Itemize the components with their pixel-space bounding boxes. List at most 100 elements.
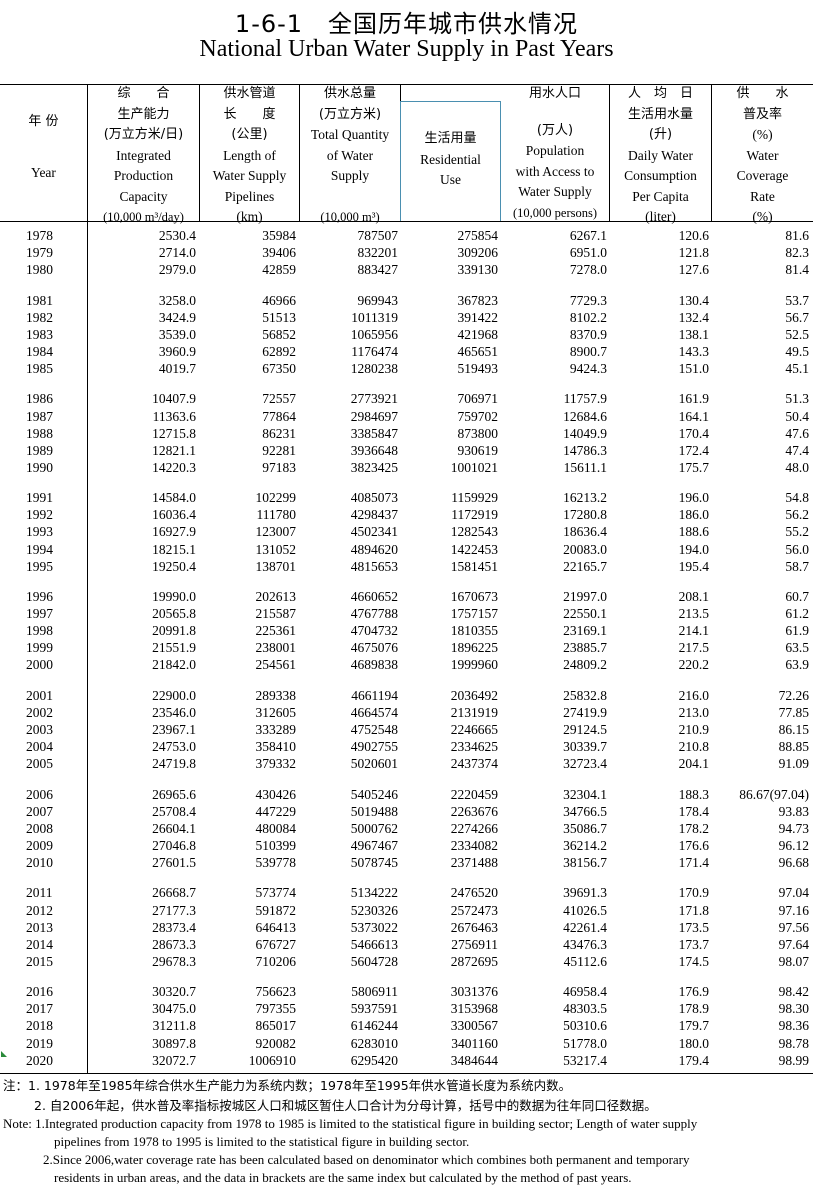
capacity-cell: 14584.0 <box>152 490 196 506</box>
pipelines-cell: 379332 <box>255 756 297 772</box>
year-cell: 1980 <box>26 262 53 278</box>
total-cell: 3385847 <box>350 425 398 441</box>
year-cell: 1991 <box>26 490 53 506</box>
population-cell: 18636.4 <box>563 524 607 540</box>
total-cell: 4704732 <box>350 623 398 639</box>
table-row: 1992 16036.4 111780 4298437 1172919 17280.8 18… <box>0 506 813 523</box>
residential-cell: 2572473 <box>450 902 498 918</box>
population-cell: 23169.1 <box>563 623 607 639</box>
capacity-cell: 23967.1 <box>152 722 196 737</box>
total-cell: 1280238 <box>350 361 398 376</box>
capacity-cell: 21551.9 <box>152 640 196 656</box>
year-cell: 1998 <box>26 623 53 639</box>
daily-cell: 143.3 <box>678 343 709 359</box>
population-cell: 8102.2 <box>569 309 607 325</box>
residential-cell: 309206 <box>457 245 499 261</box>
residential-cell: 275854 <box>457 228 499 243</box>
total-cell: 4298437 <box>350 507 398 523</box>
capacity-cell: 30320.7 <box>152 984 196 1000</box>
population-cell: 24809.2 <box>563 657 607 673</box>
total-cell: 2773921 <box>350 391 398 407</box>
population-cell: 22165.7 <box>563 558 607 574</box>
table-row: 1998 20991.8 225361 4704732 1810355 23169.1 21… <box>0 622 813 639</box>
pipelines-cell: 510399 <box>255 837 297 853</box>
col-divider <box>400 101 401 221</box>
coverage-cell: 97.64 <box>778 936 809 952</box>
year-cell: 1979 <box>26 245 53 261</box>
table-row: 2001 22900.0 289338 4661194 2036492 25832.8 21… <box>0 687 813 704</box>
daily-cell: 213.0 <box>678 704 709 720</box>
coverage-cell: 93.83 <box>778 803 809 819</box>
coverage-cell: 97.04 <box>778 885 809 901</box>
year-cell: 1982 <box>26 309 53 325</box>
coverage-cell: 98.07 <box>778 953 809 969</box>
table-row: 2012 27177.3 591872 5230326 2572473 41026.5 17… <box>0 902 813 919</box>
pipelines-cell: 77864 <box>262 408 296 424</box>
daily-cell: 196.0 <box>678 490 709 506</box>
residential-cell: 465651 <box>457 343 499 359</box>
total-cell: 4661194 <box>351 687 398 703</box>
total-cell: 6283010 <box>350 1035 398 1051</box>
header-year: 年 份 Year <box>28 114 59 180</box>
daily-cell: 213.5 <box>678 606 709 622</box>
coverage-cell: 51.3 <box>785 391 809 407</box>
coverage-cell: 56.2 <box>785 507 809 523</box>
year-cell: 1994 <box>26 541 53 557</box>
residential-cell: 519493 <box>457 361 499 376</box>
year-cell: 2017 <box>26 1001 53 1017</box>
daily-cell: 217.5 <box>678 640 709 656</box>
population-cell: 50310.6 <box>563 1018 607 1034</box>
total-cell: 2984697 <box>350 408 398 424</box>
table-row: 1991 14584.0 102299 4085073 1159929 16213.2 19… <box>0 489 813 506</box>
total-cell: 1065956 <box>350 326 398 342</box>
pipelines-cell: 86231 <box>262 425 296 441</box>
coverage-cell: 98.42 <box>778 984 809 1000</box>
total-cell: 4660652 <box>350 589 398 604</box>
pipelines-cell: 710206 <box>255 953 297 969</box>
coverage-cell: 81.6 <box>785 228 809 243</box>
year-cell: 1995 <box>26 558 53 574</box>
pipelines-cell: 138701 <box>255 558 297 574</box>
pipelines-cell: 67350 <box>262 361 296 376</box>
pipelines-cell: 102299 <box>255 490 297 506</box>
coverage-cell: 98.30 <box>778 1001 809 1017</box>
daily-cell: 178.4 <box>678 803 709 819</box>
coverage-cell: 72.26 <box>778 687 809 703</box>
coverage-cell: 97.56 <box>778 919 809 935</box>
pipelines-cell: 646413 <box>255 919 297 935</box>
year-cell: 2014 <box>26 936 53 952</box>
year-cell: 2003 <box>26 722 53 737</box>
population-cell: 14786.3 <box>563 442 607 458</box>
daily-cell: 210.8 <box>678 739 709 755</box>
pipelines-cell: 72557 <box>262 391 296 407</box>
coverage-cell: 81.4 <box>785 262 809 278</box>
year-cell: 1988 <box>26 425 53 441</box>
total-cell: 4752548 <box>350 722 398 737</box>
pipelines-cell: 111780 <box>256 507 297 523</box>
pipelines-cell: 480084 <box>255 820 297 836</box>
capacity-cell: 19250.4 <box>152 558 196 574</box>
pipelines-cell: 92281 <box>262 442 296 458</box>
pipelines-cell: 225361 <box>255 623 297 639</box>
coverage-cell: 47.4 <box>785 442 809 458</box>
residential-cell: 706971 <box>457 391 499 407</box>
daily-cell: 172.4 <box>678 442 709 458</box>
coverage-cell: 82.3 <box>785 245 809 261</box>
col-divider <box>199 84 200 221</box>
table-row: 1987 11363.6 77864 2984697 759702 12684.6 164.… <box>0 408 813 425</box>
pipelines-cell: 756623 <box>255 984 297 1000</box>
daily-cell: 220.2 <box>678 657 709 673</box>
residential-cell: 367823 <box>457 292 499 308</box>
total-cell: 4664574 <box>350 704 398 720</box>
population-cell: 30339.7 <box>563 739 607 755</box>
year-cell: 2008 <box>26 820 53 836</box>
daily-cell: 210.9 <box>678 722 709 737</box>
capacity-cell: 3960.9 <box>158 343 196 359</box>
daily-cell: 132.4 <box>678 309 709 325</box>
table-row: 2015 29678.3 710206 5604728 2872695 45112.6 17… <box>0 953 813 970</box>
residential-cell: 1422453 <box>450 541 498 557</box>
total-cell: 6295420 <box>350 1052 398 1068</box>
coverage-cell: 63.5 <box>785 640 809 656</box>
capacity-cell: 20991.8 <box>152 623 196 639</box>
coverage-cell: 98.99 <box>778 1052 809 1068</box>
